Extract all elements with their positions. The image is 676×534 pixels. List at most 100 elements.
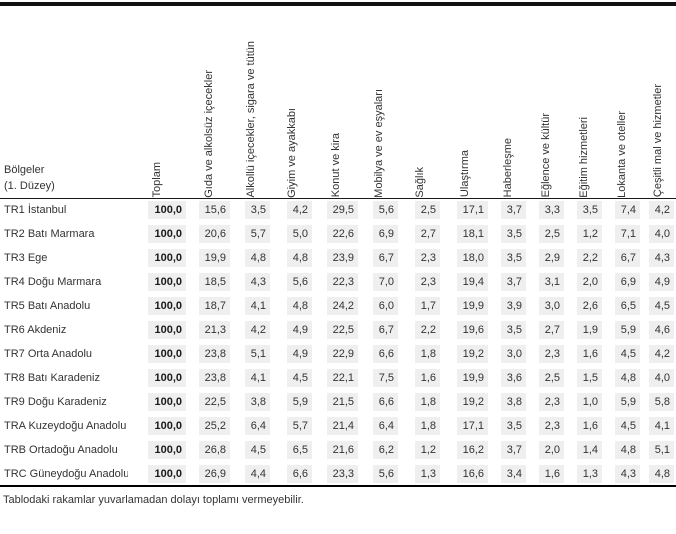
value-cell: 2,2 (400, 318, 442, 342)
region-column-header: Bölgeler (1. Düzey) (0, 6, 128, 199)
value-cell: 21,4 (314, 414, 360, 438)
column-header-gida: Gıda ve alkolsüz içecekler (188, 6, 232, 199)
table-row: TR5 Batı Anadolu 100,0 18,7 4,1 4,8 24,2 6,0 1,… (0, 294, 676, 318)
total-cell: 100,0 (128, 390, 188, 414)
value-cell: 4,8 (272, 246, 314, 270)
value-cell: 1,8 (400, 342, 442, 366)
value-cell: 6,9 (360, 222, 400, 246)
value-cell: 6,6 (360, 342, 400, 366)
value-cell: 1,6 (566, 342, 604, 366)
value-cell: 2,5 (528, 222, 566, 246)
value-cell: 2,5 (400, 198, 442, 222)
value-cell: 5,1 (642, 438, 676, 462)
value-cell: 1,4 (566, 438, 604, 462)
total-cell: 100,0 (128, 294, 188, 318)
total-cell: 100,0 (128, 198, 188, 222)
value-cell: 2,7 (400, 222, 442, 246)
value-cell: 1,2 (400, 438, 442, 462)
value-cell: 4,5 (642, 294, 676, 318)
table-row: TR2 Batı Marmara 100,0 20,6 5,7 5,0 22,6 6,9 2,… (0, 222, 676, 246)
value-cell: 5,6 (360, 462, 400, 487)
value-cell: 18,7 (188, 294, 232, 318)
value-cell: 3,9 (490, 294, 528, 318)
column-header-cesitli: Çeşitli mal ve hizmetler (642, 6, 676, 199)
value-cell: 4,8 (642, 462, 676, 487)
value-cell: 6,6 (272, 462, 314, 487)
column-header-haberlesme: Haberleşme (490, 6, 528, 199)
value-cell: 3,7 (490, 438, 528, 462)
value-cell: 1,6 (528, 462, 566, 487)
column-header-toplam: Toplam (128, 6, 188, 199)
value-cell: 4,8 (604, 438, 642, 462)
value-cell: 6,7 (360, 246, 400, 270)
value-cell: 3,8 (490, 390, 528, 414)
value-cell: 4,9 (272, 318, 314, 342)
value-cell: 3,7 (490, 198, 528, 222)
value-cell: 3,8 (232, 390, 272, 414)
value-cell: 23,9 (314, 246, 360, 270)
value-cell: 19,2 (442, 390, 490, 414)
value-cell: 4,5 (604, 342, 642, 366)
value-cell: 5,1 (232, 342, 272, 366)
column-header-mobilya: Mobilya ve ev eşyaları (360, 6, 400, 199)
value-cell: 2,6 (566, 294, 604, 318)
table-row: TRB Ortadoğu Anadolu 100,0 26,8 4,5 6,5 21,6 6… (0, 438, 676, 462)
table-row: TR8 Batı Karadeniz 100,0 23,8 4,1 4,5 22,1 7,5… (0, 366, 676, 390)
value-cell: 4,0 (642, 366, 676, 390)
column-header-giyim: Giyim ve ayakkabı (272, 6, 314, 199)
value-cell: 29,5 (314, 198, 360, 222)
value-cell: 7,5 (360, 366, 400, 390)
value-cell: 22,6 (314, 222, 360, 246)
value-cell: 4,4 (232, 462, 272, 487)
value-cell: 25,2 (188, 414, 232, 438)
value-cell: 4,3 (642, 246, 676, 270)
column-header-alkollu: Alkollü içecekler, sigara ve tütün (232, 6, 272, 199)
region-header-line2: (1. Düzey) (4, 179, 55, 192)
value-cell: 1,6 (566, 414, 604, 438)
column-header-eglence: Eğlence ve kültür (528, 6, 566, 199)
value-cell: 4,5 (604, 414, 642, 438)
table-frame: Bölgeler (1. Düzey) Toplam Gıda ve alkol… (0, 2, 676, 487)
value-cell: 2,0 (528, 438, 566, 462)
column-header-saglik: Sağlık (400, 6, 442, 199)
table-row: TRA Kuzeydoğu Anadolu 100,0 25,2 6,4 5,7 21,4… (0, 414, 676, 438)
total-cell: 100,0 (128, 414, 188, 438)
column-header-lokanta: Lokanta ve oteller (604, 6, 642, 199)
value-cell: 6,4 (360, 414, 400, 438)
region-cell: TR9 Doğu Karadeniz (4, 396, 107, 408)
value-cell: 5,7 (272, 414, 314, 438)
table-row: TRC Güneydoğu Anadolu 100,0 26,9 4,4 6,6 23,3… (0, 462, 676, 487)
column-header-ulastirma: Ulaştırma (442, 6, 490, 199)
value-cell: 3,0 (490, 342, 528, 366)
value-cell: 4,1 (642, 414, 676, 438)
value-cell: 2,5 (528, 366, 566, 390)
column-header-konut: Konut ve kira (314, 6, 360, 199)
value-cell: 4,0 (642, 222, 676, 246)
value-cell: 19,2 (442, 342, 490, 366)
value-cell: 1,3 (566, 462, 604, 487)
value-cell: 2,3 (528, 342, 566, 366)
value-cell: 19,9 (188, 246, 232, 270)
total-cell: 100,0 (128, 318, 188, 342)
value-cell: 6,0 (360, 294, 400, 318)
value-cell: 4,6 (642, 318, 676, 342)
value-cell: 2,7 (528, 318, 566, 342)
value-cell: 4,2 (642, 342, 676, 366)
total-cell: 100,0 (128, 246, 188, 270)
value-cell: 3,5 (490, 414, 528, 438)
value-cell: 21,5 (314, 390, 360, 414)
value-cell: 21,6 (314, 438, 360, 462)
value-cell: 2,9 (528, 246, 566, 270)
value-cell: 3,4 (490, 462, 528, 487)
value-cell: 19,9 (442, 366, 490, 390)
value-cell: 3,1 (528, 270, 566, 294)
region-cell: TRC Güneydoğu Anadolu (0, 462, 128, 487)
value-cell: 4,8 (272, 294, 314, 318)
value-cell: 2,3 (400, 270, 442, 294)
total-cell: 100,0 (128, 270, 188, 294)
value-cell: 22,5 (188, 390, 232, 414)
value-cell: 2,0 (566, 270, 604, 294)
value-cell: 4,9 (642, 270, 676, 294)
table-row: TR4 Doğu Marmara 100,0 18,5 4,3 5,6 22,3 7,0 2,… (0, 270, 676, 294)
